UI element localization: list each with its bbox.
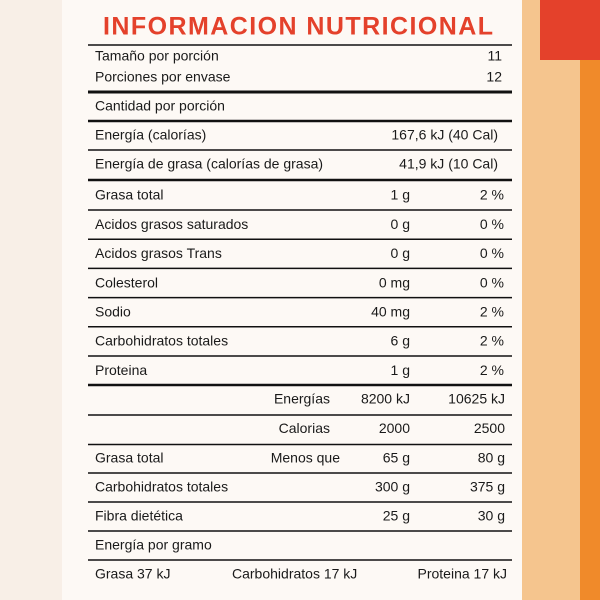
energy-per-gram-item: Grasa 37 kJ [95, 566, 170, 582]
nutrient-label: Grasa total [95, 187, 163, 203]
nutrient-amount: 0 g [391, 245, 410, 261]
nutrient-label: Acidos grasos Trans [95, 245, 222, 261]
nutrient-amount: 0 g [391, 216, 410, 232]
nutrient-label: Sodio [95, 304, 131, 320]
reference-a: 65 g [383, 450, 410, 466]
panel [62, 0, 522, 600]
reference-a: 25 g [383, 508, 410, 524]
corner [540, 0, 600, 60]
reference-b: 2500 [474, 420, 505, 436]
nutrient-percent: 0 % [480, 216, 504, 232]
energy-label: Energía (calorías) [95, 127, 206, 143]
nutrient-label: Colesterol [95, 274, 158, 290]
reference-a: 300 g [375, 479, 410, 495]
nutrient-percent: 2 % [480, 362, 504, 378]
energy-per-gram-item: Proteina 17 kJ [418, 566, 508, 582]
energy-label: Energía de grasa (calorías de grasa) [95, 156, 323, 172]
serving-label: Tamaño por porción [95, 48, 219, 64]
energy-per-gram-item: Carbohidratos 17 kJ [232, 566, 357, 582]
nutrient-amount: 40 mg [371, 304, 410, 320]
reference-qualifier: Menos que [271, 450, 340, 466]
serving-label: Porciones por envase [95, 69, 231, 85]
energy-per-gram-title: Energía por gramo [95, 537, 212, 553]
reference-a: 2000 [379, 420, 410, 436]
nutrient-label: Proteina [95, 362, 147, 378]
nutrient-percent: 2 % [480, 187, 504, 203]
reference-unit: Calorias [279, 420, 330, 436]
amount-header: Cantidad por porción [95, 98, 225, 114]
reference-a: 8200 kJ [361, 391, 410, 407]
side-edge [580, 0, 600, 600]
reference-unit: Energías [274, 391, 330, 407]
serving-value: 12 [486, 69, 502, 85]
nutrient-percent: 2 % [480, 304, 504, 320]
reference-label: Carbohidratos totales [95, 479, 228, 495]
nutrient-amount: 6 g [391, 333, 410, 349]
nutrient-percent: 0 % [480, 274, 504, 290]
reference-b: 30 g [478, 508, 505, 524]
reference-label: Fibra dietética [95, 508, 183, 524]
energy-value: 167,6 kJ (40 Cal) [391, 127, 498, 143]
reference-b: 10625 kJ [448, 391, 505, 407]
nutrient-amount: 1 g [391, 362, 410, 378]
nutrient-percent: 0 % [480, 245, 504, 261]
title: INFORMACION NUTRICIONAL [103, 13, 493, 41]
nutrient-label: Acidos grasos saturados [95, 216, 248, 232]
nutrient-label: Carbohidratos totales [95, 333, 228, 349]
reference-label: Grasa total [95, 450, 163, 466]
nutrient-amount: 0 mg [379, 274, 410, 290]
reference-b: 80 g [478, 450, 505, 466]
nutrient-percent: 2 % [480, 333, 504, 349]
serving-value: 11 [487, 48, 502, 64]
energy-value: 41,9 kJ (10 Cal) [399, 156, 498, 172]
reference-b: 375 g [470, 479, 505, 495]
nutrient-amount: 1 g [391, 187, 410, 203]
